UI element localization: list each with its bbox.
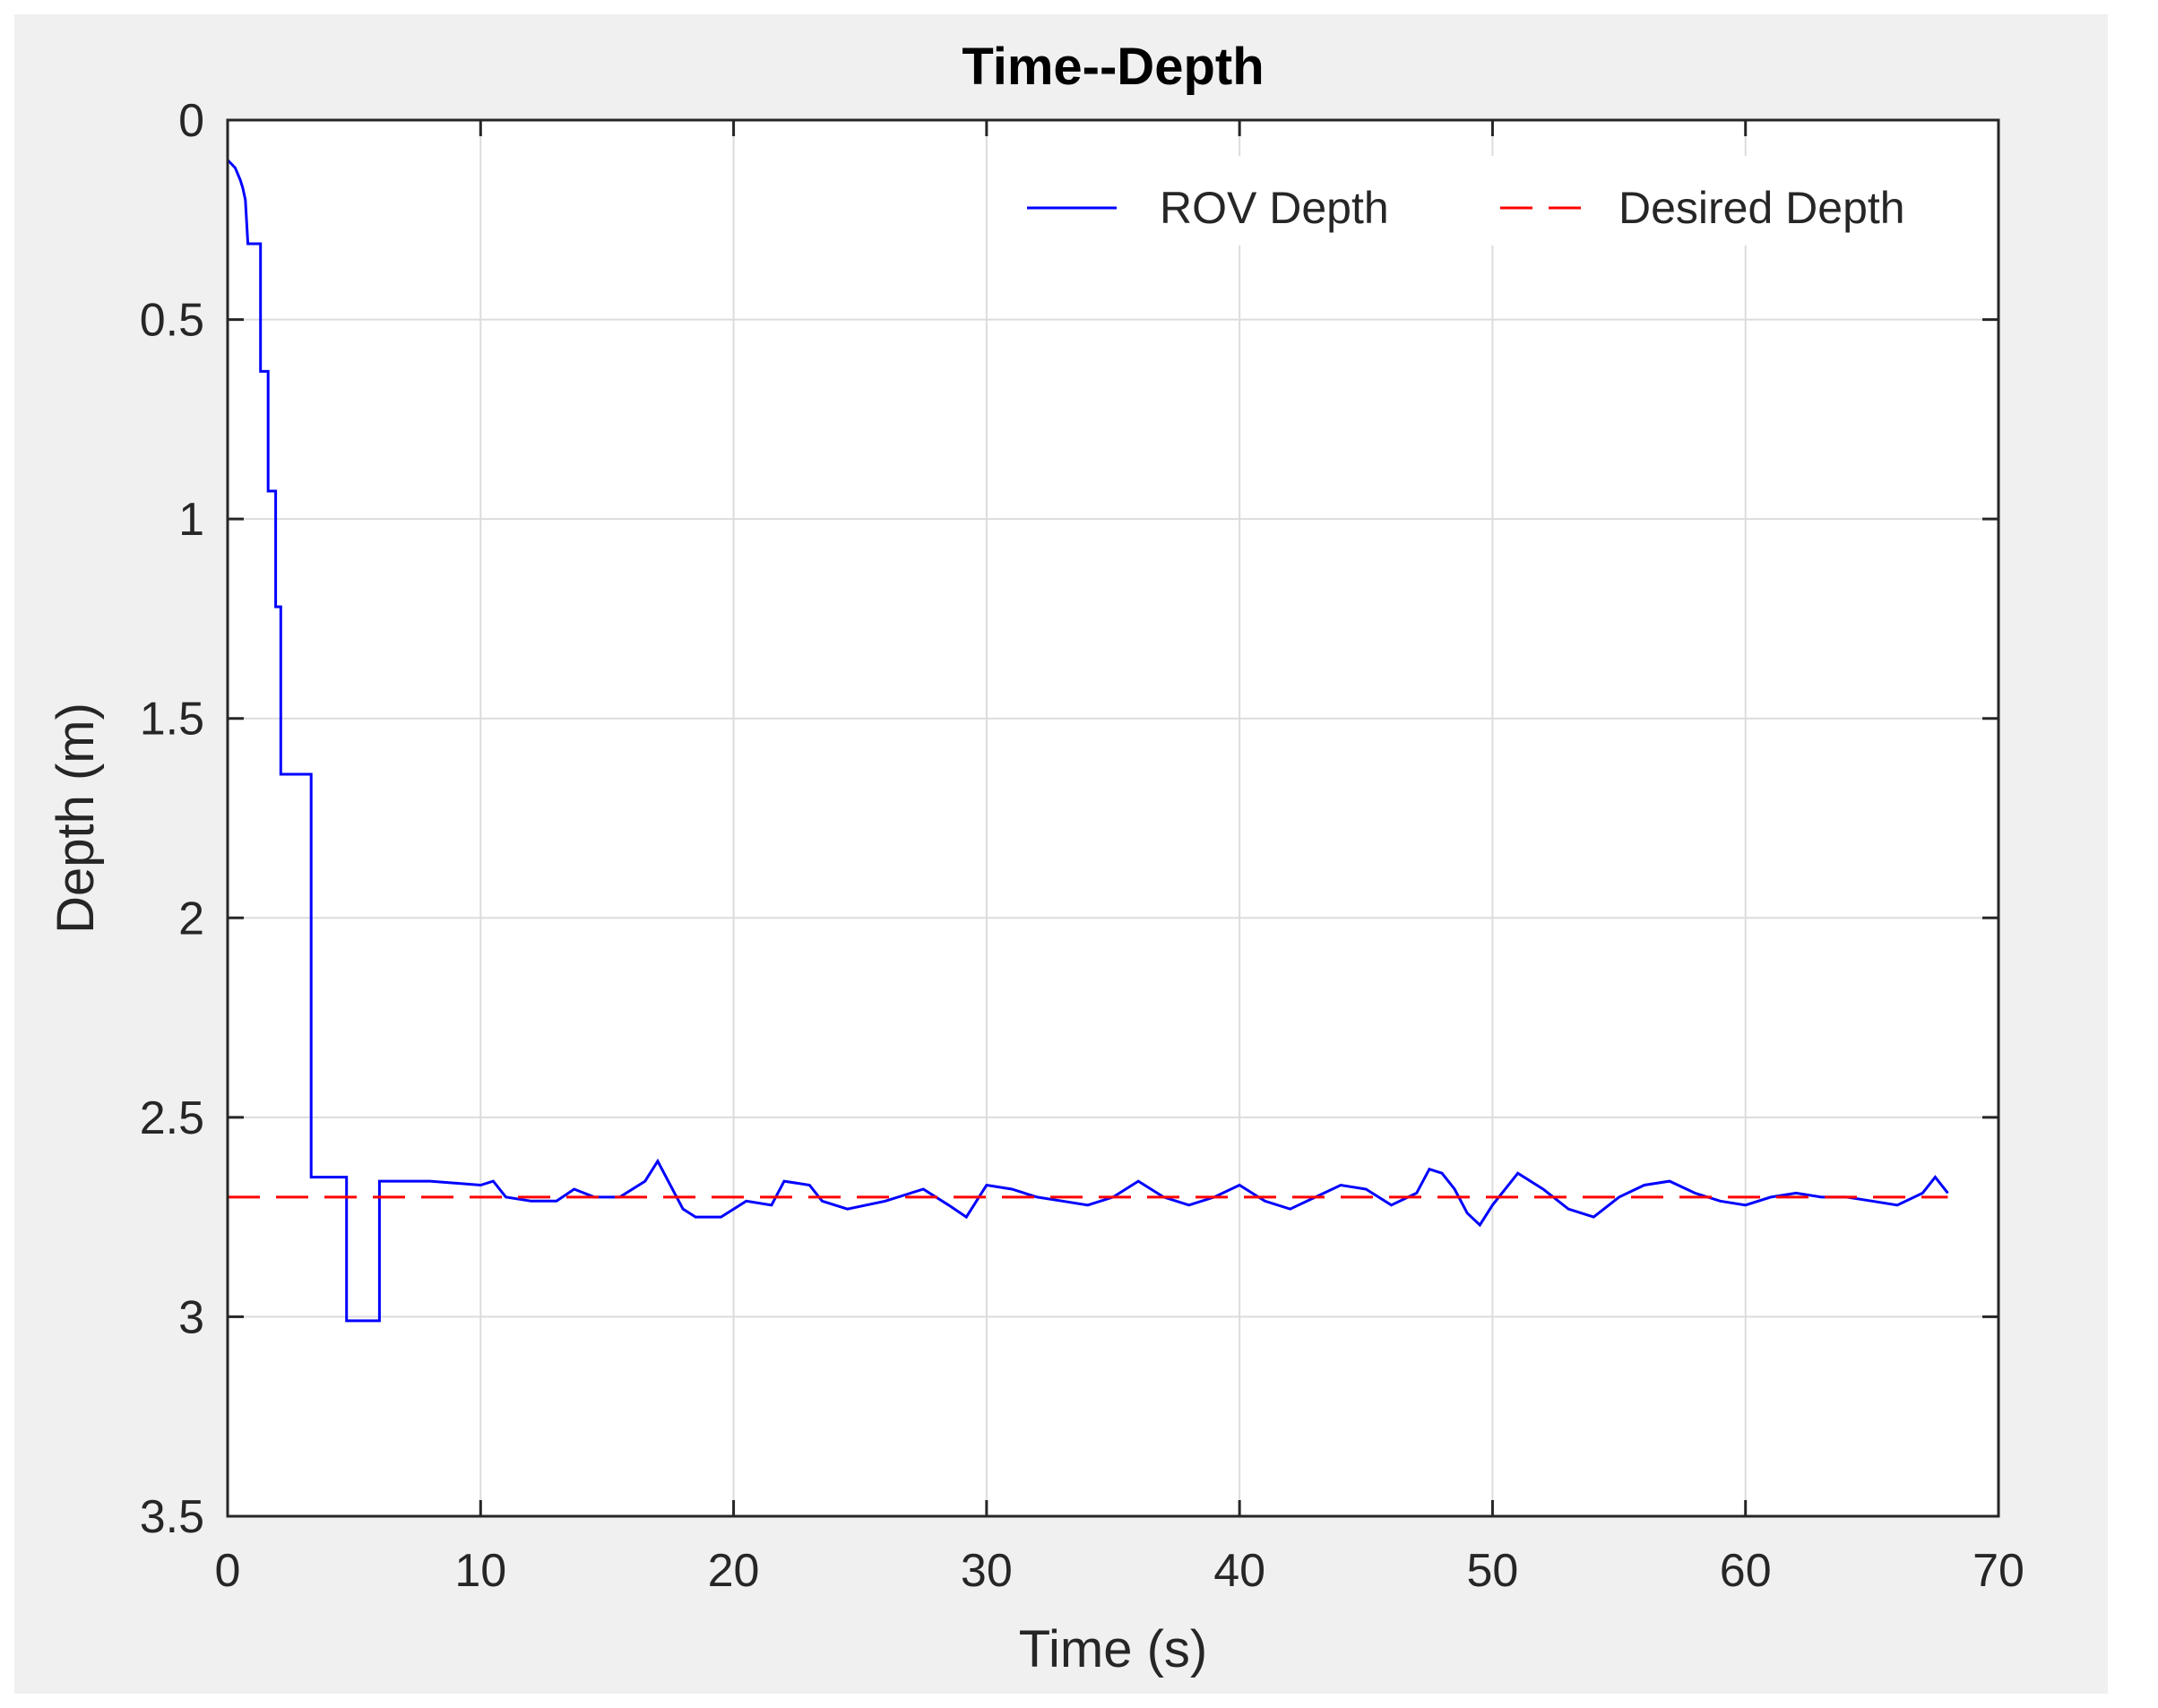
x-axis-label: Time (s) [1019,1620,1207,1678]
y-tick-label: 2.5 [140,1092,204,1144]
y-tick-labels: 0 0.5 1 1.5 2 2.5 3 3.5 [140,95,204,1543]
legend-label-rov-depth: ROV Depth [1160,183,1389,233]
plot-frame [226,118,2000,1518]
plot-area [228,120,1998,1516]
y-tick-label: 1.5 [140,694,204,746]
legend: ROV Depth Desired Depth [991,156,1959,246]
chart-title: Time--Depth [962,38,1264,96]
x-tick-label: 60 [1720,1545,1772,1597]
x-tick-label: 50 [1467,1545,1519,1597]
y-tick-label: 0 [178,95,204,147]
chart: Time--Depth Time (s) Depth (m) 0 10 20 30 40… [47,38,2024,1678]
figure-background: Time--Depth Time (s) Depth (m) 0 10 20 30 40… [14,14,2108,1694]
y-tick-label: 0.5 [140,295,204,347]
series-line-rov-depth [226,159,1949,1323]
x-tick-label: 30 [961,1545,1013,1597]
x-tick-label: 20 [708,1545,760,1597]
legend-box [991,156,1959,246]
y-tick-label: 3 [178,1291,204,1343]
x-tick-label: 70 [1972,1545,2024,1597]
y-tick-label: 3.5 [140,1491,204,1543]
y-tick-label: 1 [178,494,204,546]
series-layer [226,159,1949,1323]
grid [228,120,1998,1516]
x-tick-label: 10 [454,1545,506,1597]
y-tick-label: 2 [178,893,204,945]
x-tick-label: 40 [1213,1545,1265,1597]
x-tick-labels: 0 10 20 30 40 50 60 70 [215,1545,2024,1597]
legend-label-desired-depth: Desired Depth [1618,183,1905,233]
x-tick-label: 0 [215,1545,241,1597]
y-axis-label: Depth (m) [47,703,105,934]
